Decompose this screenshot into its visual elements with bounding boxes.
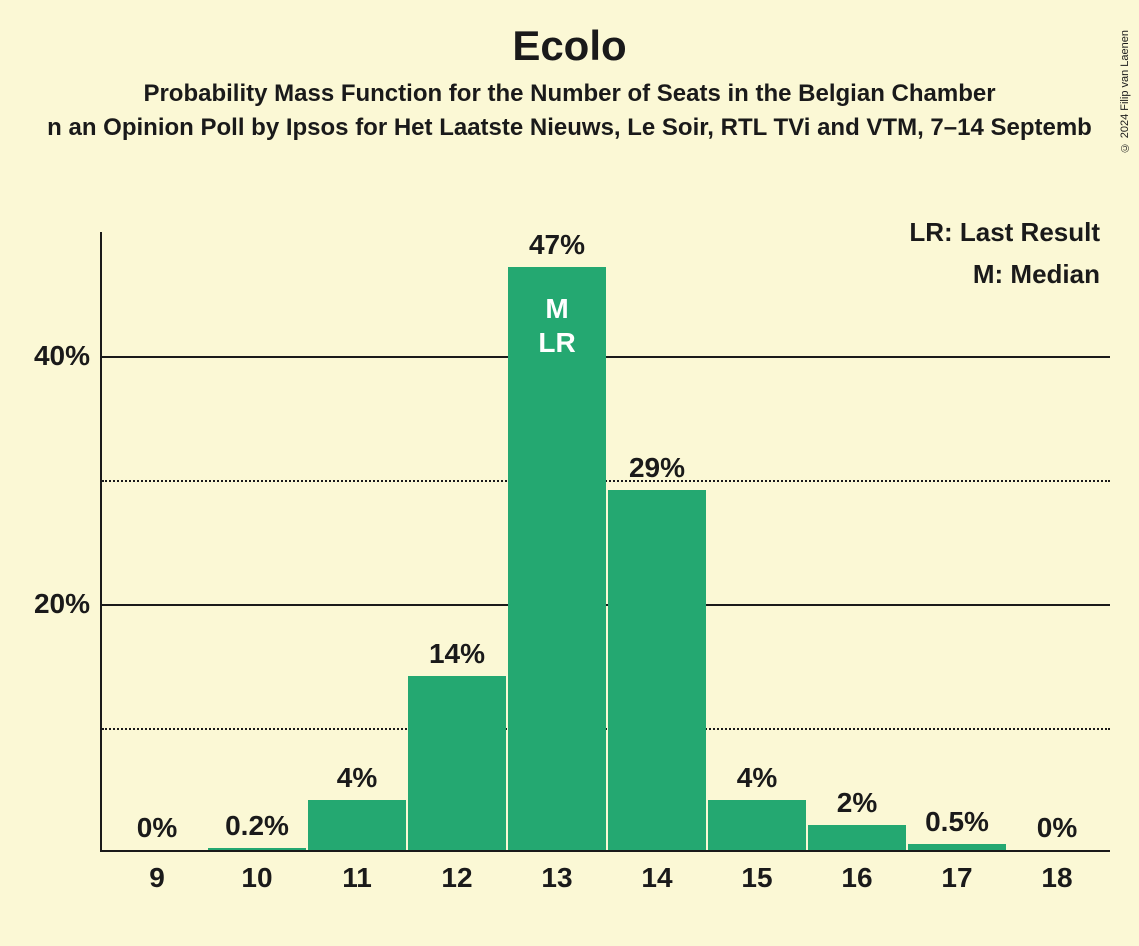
bar — [208, 848, 306, 850]
x-tick-label: 9 — [149, 862, 165, 894]
bar-value-label: 0% — [1037, 812, 1077, 844]
bar-value-label: 2% — [837, 787, 877, 819]
bar-value-label: 0% — [137, 812, 177, 844]
x-axis — [100, 850, 1110, 852]
x-tick-label: 16 — [841, 862, 872, 894]
chart-title: Ecolo — [0, 22, 1139, 70]
copyright-text: © 2024 Filip van Laenen — [1119, 30, 1131, 153]
gridline — [102, 480, 1110, 482]
bar — [608, 490, 706, 850]
x-tick-label: 11 — [342, 862, 372, 894]
gridline — [102, 356, 1110, 358]
bar — [908, 844, 1006, 850]
bar-value-label: 0.5% — [925, 806, 989, 838]
bar — [708, 800, 806, 850]
x-tick-label: 12 — [441, 862, 472, 894]
bar-value-label: 29% — [629, 452, 685, 484]
bar — [408, 676, 506, 850]
gridline — [102, 604, 1110, 606]
bar-value-label: 0.2% — [225, 810, 289, 842]
chart-legend: LR: Last Result M: Median — [909, 212, 1100, 295]
y-axis — [100, 232, 102, 852]
chart-plot-area: LR: Last Result M: Median 20%40% 0%0.2%4… — [100, 232, 1110, 852]
y-tick-label: 40% — [34, 340, 90, 372]
y-tick-label: 20% — [34, 588, 90, 620]
bar-median-label: MLR — [538, 292, 575, 359]
bar-value-label: 14% — [429, 638, 485, 670]
bar — [308, 800, 406, 850]
bar-value-label: 4% — [737, 762, 777, 794]
legend-lr: LR: Last Result — [909, 212, 1100, 254]
x-tick-label: 17 — [941, 862, 972, 894]
x-tick-label: 13 — [541, 862, 572, 894]
bar-value-label: 47% — [529, 229, 585, 261]
chart-subtitle: Probability Mass Function for the Number… — [0, 80, 1139, 108]
x-tick-label: 18 — [1041, 862, 1072, 894]
bar-value-label: 4% — [337, 762, 377, 794]
x-tick-label: 10 — [241, 862, 272, 894]
bar — [808, 825, 906, 850]
gridline — [102, 728, 1110, 730]
legend-m: M: Median — [909, 254, 1100, 296]
chart-subtitle-2: n an Opinion Poll by Ipsos for Het Laats… — [0, 114, 1139, 142]
x-tick-label: 14 — [641, 862, 672, 894]
x-tick-label: 15 — [741, 862, 772, 894]
